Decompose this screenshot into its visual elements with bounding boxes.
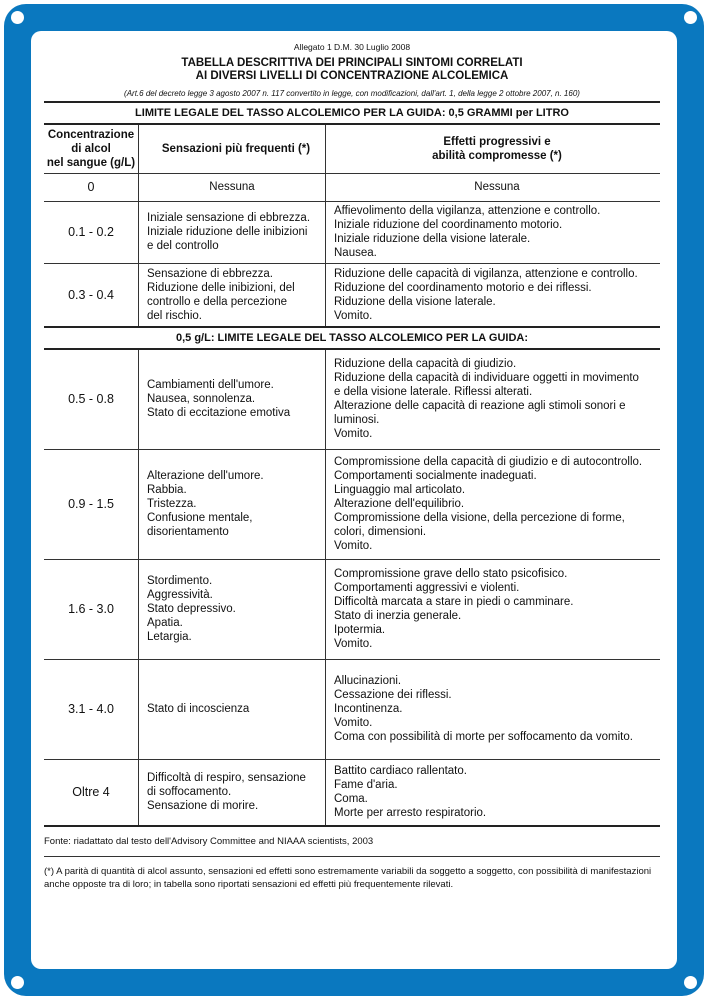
allegato: Allegato 1 D.M. 30 Luglio 2008 xyxy=(293,42,411,52)
title-line: AI DIVERSI LIVELLI DI CONCENTRAZIONE ALC… xyxy=(195,70,509,82)
sensations-cell: Stordimento. Aggressività. Stato depressiv… xyxy=(138,558,326,659)
legal-reference: (Art.6 del decreto legge 3 agosto 2007 n… xyxy=(124,89,580,98)
sensations-cell: Iniziale sensazione di ebbrezza. Iniziale… xyxy=(138,200,326,263)
effects-cell: Riduzione della capacità di giudizio. Rid… xyxy=(325,348,660,449)
legal-limit-divider: 0,5 g/L: LIMITE LEGALE DEL TASSO ALCOLEM… xyxy=(44,326,660,349)
table-row: 0.1 - 0.2 Iniziale sensazione di ebbrezza… xyxy=(44,200,660,263)
table-row: 0.3 - 0.4 Sensazione di ebbrezza. Riduzion… xyxy=(44,262,660,327)
table-row: 0.9 - 1.5 Alterazione dell'umore. Rabbia. T… xyxy=(44,448,660,559)
sensations-cell: Difficoltà di respiro, sensazione di soff… xyxy=(138,758,326,827)
effects-cell: Affievolimento della vigilanza, attenzio… xyxy=(325,200,660,263)
footnote: (*) A parità di quantità di alcol assunt… xyxy=(44,866,652,890)
sensations-cell: Stato di incoscienza xyxy=(138,658,326,759)
effects-cell: Compromissione grave dello stato psicofi… xyxy=(325,558,660,659)
concentration-level: Oltre 4 xyxy=(44,758,139,827)
column-header-effects: Effetti progressivi e abilità compromesse… xyxy=(325,123,660,173)
effects-cell: Riduzione delle capacità di vigilanza, a… xyxy=(325,262,660,327)
mounting-hole-icon xyxy=(684,11,697,24)
document-title: TABELLA DESCRITTIVA DEI PRINCIPALI SINTO… xyxy=(44,57,660,83)
mounting-hole-icon xyxy=(11,976,24,989)
table-row: 3.1 - 4.0 Stato di incoscienza Allucinazio… xyxy=(44,658,660,759)
source-note: Fonte: riadattato dal testo dell'Advisor… xyxy=(44,827,660,857)
symptoms-table: LIMITE LEGALE DEL TASSO ALCOLEMICO PER L… xyxy=(44,101,660,827)
effects-cell: Battito cardiaco rallentato. Fame d'aria.… xyxy=(325,758,660,827)
mounting-hole-icon xyxy=(684,976,697,989)
concentration-level: 0.1 - 0.2 xyxy=(44,200,139,263)
concentration-level: 0.3 - 0.4 xyxy=(44,262,139,327)
mounting-hole-icon xyxy=(11,11,24,24)
document: Allegato 1 D.M. 30 Luglio 2008 TABELLA D… xyxy=(44,38,660,891)
concentration-level: 3.1 - 4.0 xyxy=(44,658,139,759)
sensations-cell: Cambiamenti dell'umore. Nausea, sonnolenz… xyxy=(138,348,326,449)
title-line: TABELLA DESCRITTIVA DEI PRINCIPALI SINTO… xyxy=(181,57,523,69)
table-header: Concentrazione di alcol nel sangue (g/L) Se… xyxy=(44,123,660,173)
table-row: 1.6 - 3.0 Stordimento. Aggressività. Stato … xyxy=(44,558,660,659)
effects-cell: Compromissione della capacità di giudizi… xyxy=(325,448,660,559)
table-row: 0.5 - 0.8 Cambiamenti dell'umore. Nausea, … xyxy=(44,348,660,449)
effects-cell: Allucinazioni. Cessazione dei riflessi. In… xyxy=(325,658,660,759)
sensations-cell: Nessuna xyxy=(138,172,326,201)
effects-cell: Nessuna xyxy=(325,172,660,201)
concentration-level: 0 xyxy=(44,172,139,201)
table-row: 0 Nessuna Nessuna xyxy=(44,172,660,201)
sensations-cell: Alterazione dell'umore. Rabbia. Tristezza.… xyxy=(138,448,326,559)
concentration-level: 1.6 - 3.0 xyxy=(44,558,139,659)
concentration-level: 0.5 - 0.8 xyxy=(44,348,139,449)
concentration-level: 0.9 - 1.5 xyxy=(44,448,139,559)
column-header-sensations: Sensazioni più frequenti (*) xyxy=(138,123,326,173)
table-row: Oltre 4 Difficoltà di respiro, sensazione… xyxy=(44,758,660,827)
column-header-concentration: Concentrazione di alcol nel sangue (g/L) xyxy=(44,123,139,173)
legal-limit-banner: LIMITE LEGALE DEL TASSO ALCOLEMICO PER L… xyxy=(44,101,660,124)
sensations-cell: Sensazione di ebbrezza. Riduzione delle i… xyxy=(138,262,326,327)
